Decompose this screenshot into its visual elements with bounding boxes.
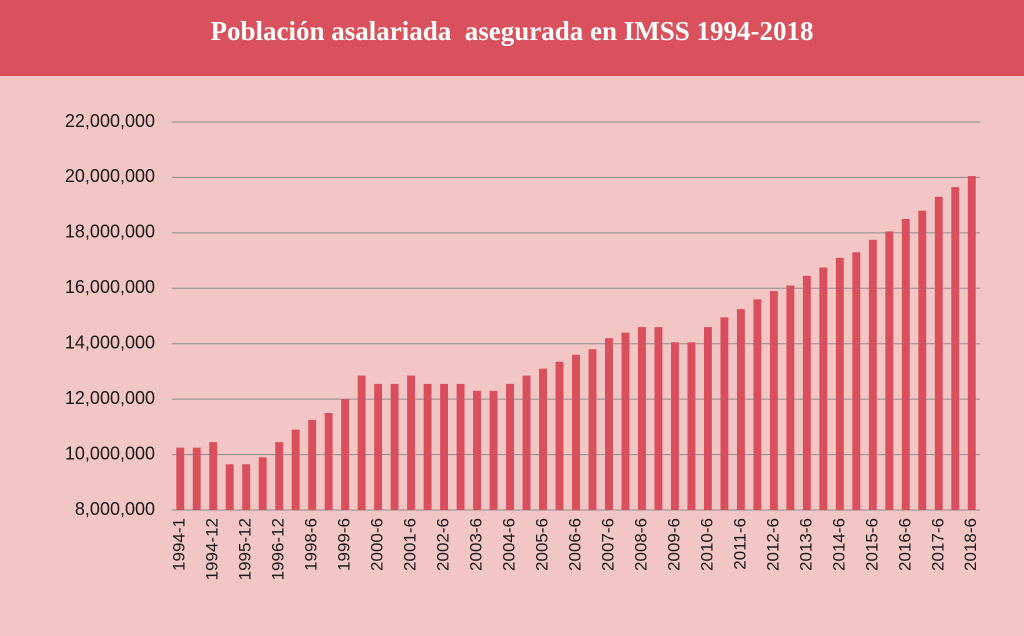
x-tick-label: 1994-12: [203, 518, 222, 580]
bar: [506, 383, 514, 510]
bar: [621, 332, 630, 510]
bar: [522, 375, 531, 510]
bar: [407, 375, 416, 510]
bar: [390, 383, 399, 510]
x-tick-label: 1995-12: [236, 518, 255, 580]
x-tick-label: 2016-6: [895, 518, 914, 571]
bar: [835, 257, 844, 510]
bar: [572, 354, 580, 510]
bar: [539, 368, 547, 510]
bar: [374, 383, 383, 510]
x-tick-label: 1996-12: [269, 518, 288, 580]
bar: [885, 231, 894, 510]
bar: [555, 361, 564, 510]
bar: [638, 327, 646, 510]
bar: [357, 375, 366, 510]
bar: [951, 187, 960, 510]
x-tick-label: 2003-6: [467, 518, 486, 571]
bar: [291, 429, 300, 510]
x-tick-label: 2002-6: [434, 518, 453, 571]
x-tick-label: 2012-6: [763, 518, 782, 571]
x-tick-label: 2008-6: [631, 518, 650, 571]
y-tick-label: 18,000,000: [65, 222, 155, 242]
bar: [753, 299, 762, 510]
bar: [176, 447, 185, 510]
x-tick-label: 1999-6: [335, 518, 354, 571]
x-tick-label: 2004-6: [500, 518, 519, 571]
bar: [967, 176, 976, 511]
y-tick-label: 20,000,000: [65, 166, 155, 186]
bar: [275, 442, 284, 510]
bar: [456, 383, 465, 510]
y-tick-label: 16,000,000: [65, 277, 155, 297]
bar: [852, 252, 861, 510]
x-tick-label: 2000-6: [368, 518, 387, 571]
y-tick-label: 10,000,000: [65, 443, 155, 463]
bar: [324, 413, 333, 510]
bar: [341, 399, 350, 510]
bar: [703, 327, 712, 510]
x-tick-label: 2011-6: [730, 518, 749, 570]
bar: [440, 383, 449, 510]
x-tick-label: 2006-6: [565, 518, 584, 571]
x-tick-label: 1998-6: [302, 518, 321, 571]
x-tick-label: 2015-6: [862, 518, 881, 571]
y-tick-label: 14,000,000: [65, 332, 155, 352]
x-tick-label: 2007-6: [598, 518, 617, 571]
title-band: [0, 0, 1024, 76]
chart-title: Población asalariada asegurada en IMSS 1…: [210, 16, 813, 46]
bar: [654, 327, 663, 510]
bar: [308, 419, 317, 510]
bar: [901, 219, 910, 510]
bar: [473, 390, 482, 510]
bar: [720, 317, 729, 510]
bar: [736, 309, 745, 510]
bar: [802, 275, 811, 510]
bar: [489, 390, 498, 510]
x-tick-label: 2014-6: [829, 518, 848, 571]
x-tick-label: 1994-1: [170, 518, 189, 571]
bar: [670, 342, 679, 510]
y-tick-label: 8,000,000: [75, 499, 155, 519]
bar: [786, 285, 795, 510]
x-tick-label: 2009-6: [664, 518, 683, 571]
x-tick-label: 2018-6: [961, 518, 980, 571]
y-tick-label: 22,000,000: [65, 111, 155, 131]
bar: [588, 349, 597, 510]
y-tick-label: 12,000,000: [65, 388, 155, 408]
bar: [819, 267, 828, 510]
bar: [605, 338, 613, 510]
bar: [868, 239, 877, 511]
x-tick-label: 2010-6: [697, 518, 716, 571]
x-tick-label: 2005-6: [533, 518, 552, 571]
bar: [769, 291, 778, 510]
x-tick-label: 2017-6: [928, 518, 947, 571]
bar: [934, 196, 943, 511]
bar: [423, 383, 432, 510]
bar: [225, 464, 234, 510]
bar: [918, 210, 927, 510]
x-tick-label: 2013-6: [796, 518, 815, 571]
x-tick-label: 2001-6: [401, 518, 420, 571]
bar: [687, 342, 696, 510]
bar: [209, 442, 218, 510]
bar: [258, 457, 267, 510]
bar: [192, 447, 201, 510]
bar: [242, 464, 251, 510]
